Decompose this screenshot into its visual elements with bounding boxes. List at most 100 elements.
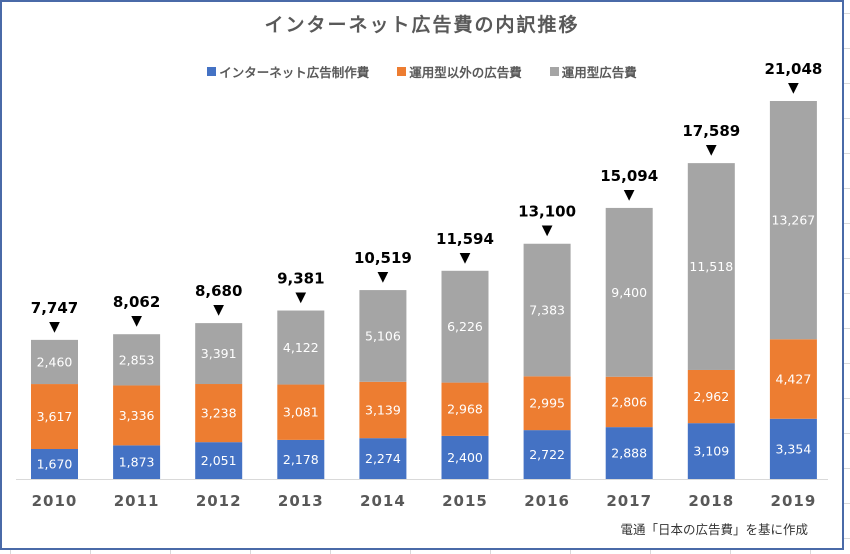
data-label-programmatic: 11,518 [689, 259, 733, 274]
bar-segment-non-programmatic [195, 384, 243, 443]
bar-segment-production-cost [523, 430, 571, 479]
total-label: 17,589 [682, 122, 740, 140]
bar-segment-production-cost [441, 435, 489, 479]
x-tick-label: 2012 [196, 492, 242, 510]
bar-segment-programmatic [113, 334, 161, 386]
bar-segment-programmatic [769, 101, 817, 340]
data-label-programmatic: 3,391 [201, 346, 237, 361]
data-label-production-cost: 2,888 [611, 446, 647, 461]
bar-segment-production-cost [687, 423, 735, 479]
total-label: 7,747 [31, 299, 78, 317]
down-triangle-icon: ▼ [542, 223, 553, 239]
bar-segment-non-programmatic [605, 376, 653, 428]
total-label: 15,094 [600, 167, 658, 185]
x-tick-label: 2011 [114, 492, 160, 510]
data-label-production-cost: 3,109 [693, 444, 729, 459]
chart-legend: インターネット広告制作費 運用型以外の広告費 運用型広告費 [2, 62, 842, 81]
legend-item-non-programmatic: 運用型以外の広告費 [397, 62, 522, 81]
data-label-programmatic: 4,122 [283, 340, 319, 355]
data-label-non-programmatic: 4,427 [776, 372, 812, 387]
data-label-programmatic: 2,460 [37, 354, 73, 369]
bar-segment-production-cost [769, 418, 817, 479]
x-tick-label: 2018 [688, 492, 734, 510]
legend-item-programmatic: 運用型広告費 [549, 62, 637, 81]
data-label-production-cost: 2,274 [365, 451, 401, 466]
bar-segment-production-cost [31, 449, 78, 479]
legend-item-production-cost: インターネット広告制作費 [207, 62, 369, 81]
bar-segment-non-programmatic [769, 339, 817, 419]
data-label-programmatic: 9,400 [611, 285, 647, 300]
bar-segment-non-programmatic [359, 381, 407, 439]
bar-segment-programmatic [441, 270, 489, 383]
bar-segment-production-cost [605, 427, 653, 479]
data-label-production-cost: 2,051 [201, 453, 237, 468]
bar-segment-production-cost [195, 442, 243, 479]
x-tick-label: 2015 [442, 492, 488, 510]
bar-segment-programmatic [195, 323, 243, 385]
total-label: 11,594 [436, 230, 494, 248]
data-label-non-programmatic: 2,962 [693, 389, 729, 404]
total-label: 21,048 [764, 60, 822, 78]
bar-segment-production-cost [359, 438, 407, 479]
data-label-programmatic: 7,383 [529, 303, 565, 318]
bar-segment-non-programmatic [31, 384, 78, 450]
bar-segment-non-programmatic [113, 385, 161, 446]
bar-segment-programmatic [277, 310, 325, 385]
data-label-non-programmatic: 3,139 [365, 402, 401, 417]
data-label-programmatic: 2,853 [119, 352, 155, 367]
down-triangle-icon: ▼ [624, 187, 635, 203]
total-label: 10,519 [354, 249, 412, 267]
data-label-non-programmatic: 3,617 [37, 409, 73, 424]
bar-segment-non-programmatic [441, 382, 489, 436]
down-triangle-icon: ▼ [706, 142, 717, 158]
bar-segment-programmatic [687, 163, 735, 370]
data-label-non-programmatic: 3,336 [119, 408, 155, 423]
total-label: 9,381 [277, 270, 324, 288]
down-triangle-icon: ▼ [788, 80, 799, 96]
down-triangle-icon: ▼ [49, 319, 60, 335]
data-label-production-cost: 2,400 [447, 450, 483, 465]
data-label-non-programmatic: 2,968 [447, 402, 483, 417]
legend-label: インターネット広告制作費 [219, 65, 370, 80]
data-label-non-programmatic: 3,081 [283, 405, 319, 420]
x-tick-label: 2016 [524, 492, 570, 510]
data-label-production-cost: 1,873 [119, 455, 155, 470]
legend-label: 運用型広告費 [561, 65, 637, 80]
data-label-non-programmatic: 3,238 [201, 406, 237, 421]
data-label-programmatic: 5,106 [365, 328, 401, 343]
data-label-programmatic: 6,226 [447, 319, 483, 334]
data-label-programmatic: 13,267 [772, 213, 816, 228]
data-label-production-cost: 3,354 [776, 441, 812, 456]
legend-swatch-gray [549, 67, 559, 76]
legend-swatch-blue [207, 67, 217, 76]
bar-segment-programmatic [523, 243, 571, 377]
total-label: 8,680 [195, 282, 242, 300]
down-triangle-icon: ▼ [378, 269, 389, 285]
data-label-production-cost: 2,722 [529, 447, 565, 462]
chart-title: インターネット広告費の内訳推移 [264, 14, 580, 36]
x-tick-label: 2013 [278, 492, 324, 510]
bar-segment-production-cost [113, 445, 161, 479]
down-triangle-icon: ▼ [213, 302, 224, 318]
bar-segment-programmatic [359, 290, 407, 382]
down-triangle-icon: ▼ [295, 290, 306, 306]
total-label: 8,062 [113, 293, 160, 311]
data-label-non-programmatic: 2,806 [611, 394, 647, 409]
total-label: 13,100 [518, 203, 576, 221]
x-tick-label: 2010 [32, 492, 78, 510]
down-triangle-icon: ▼ [460, 250, 471, 266]
bar-segment-non-programmatic [277, 384, 325, 440]
down-triangle-icon: ▼ [131, 313, 142, 329]
bar-segment-non-programmatic [687, 369, 735, 424]
data-label-production-cost: 1,670 [37, 457, 73, 472]
bar-segment-production-cost [277, 439, 325, 479]
plot-area: 1,670 3,617 2,460 ▼ 7,747 2010 1,873 3,336 2,853… [16, 60, 828, 510]
bar-segment-programmatic [605, 207, 653, 377]
legend-swatch-orange [397, 67, 407, 76]
x-tick-label: 2017 [606, 492, 652, 510]
x-tick-label: 2019 [771, 492, 817, 510]
data-label-production-cost: 2,178 [283, 452, 319, 467]
x-tick-label: 2014 [360, 492, 406, 510]
data-label-non-programmatic: 2,995 [529, 396, 565, 411]
